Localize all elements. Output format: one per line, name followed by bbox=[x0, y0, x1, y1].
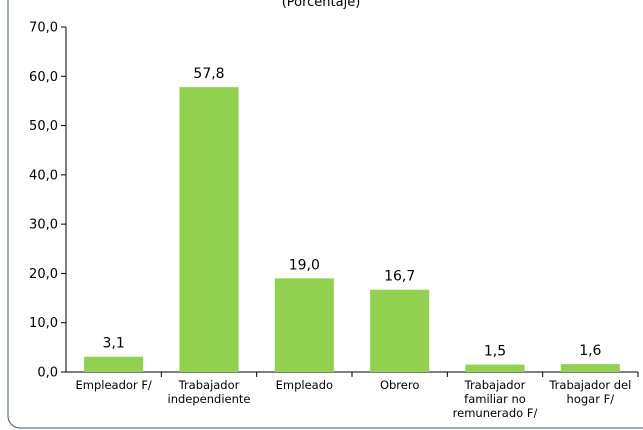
category-label: Empleado bbox=[276, 378, 333, 392]
y-tick-labels: 0,0 10,0 20,0 30,0 40,0 50,0 60,0 70,0 bbox=[29, 21, 58, 381]
chart-border-rect bbox=[7, 0, 643, 429]
data-label: 3,1 bbox=[103, 336, 125, 352]
y-tick-label: 10,0 bbox=[29, 316, 58, 331]
y-tick-label: 0,0 bbox=[37, 366, 58, 381]
x-category-labels: Empleador F/Trabajador independienteEmple… bbox=[76, 378, 632, 420]
axes bbox=[61, 26, 639, 377]
category-label-line: remunerado F/ bbox=[453, 406, 538, 420]
data-label: 1,6 bbox=[579, 343, 601, 359]
data-label: 19,0 bbox=[289, 257, 320, 273]
data-label: 1,5 bbox=[484, 344, 506, 360]
category-label: Empleador F/ bbox=[76, 378, 152, 392]
y-tick-label: 60,0 bbox=[29, 70, 58, 85]
category-label: Trabajador del hogar F/ bbox=[548, 378, 631, 406]
category-label-line: Trabajador bbox=[464, 378, 526, 392]
data-label: 16,7 bbox=[384, 269, 415, 285]
category-label-line: Empleador F/ bbox=[76, 378, 152, 392]
category-label-line: hogar F/ bbox=[567, 392, 615, 406]
y-tick-label: 20,0 bbox=[29, 267, 58, 282]
category-label-line: Trabajador bbox=[178, 378, 240, 392]
chart-title: (Porcentaje) bbox=[282, 0, 361, 10]
category-label: Obrero bbox=[380, 378, 419, 392]
category-label-line: familiar no bbox=[464, 392, 526, 406]
category-label-line: independiente bbox=[168, 392, 251, 406]
category-label: Trabajador familiar no remunerado F/ bbox=[453, 378, 538, 420]
data-labels: 3,1 57,8 19,0 16,7 1,5 1,6 bbox=[103, 66, 602, 359]
y-tick-label: 70,0 bbox=[29, 21, 58, 36]
data-label: 57,8 bbox=[193, 66, 224, 82]
bar bbox=[465, 364, 525, 372]
bar bbox=[84, 356, 144, 372]
y-tick-label: 40,0 bbox=[29, 168, 58, 183]
bar bbox=[370, 289, 430, 372]
chart-border bbox=[7, 0, 643, 429]
bar bbox=[274, 278, 334, 372]
bars bbox=[84, 87, 620, 372]
bar bbox=[560, 364, 620, 372]
y-tick-label: 50,0 bbox=[29, 119, 58, 134]
bar bbox=[179, 87, 239, 372]
category-label: Trabajador independiente bbox=[168, 378, 251, 406]
y-tick-label: 30,0 bbox=[29, 218, 58, 233]
category-label-line: Empleado bbox=[276, 378, 333, 392]
category-label-line: Obrero bbox=[380, 378, 419, 392]
category-label-line: Trabajador del bbox=[548, 378, 631, 392]
